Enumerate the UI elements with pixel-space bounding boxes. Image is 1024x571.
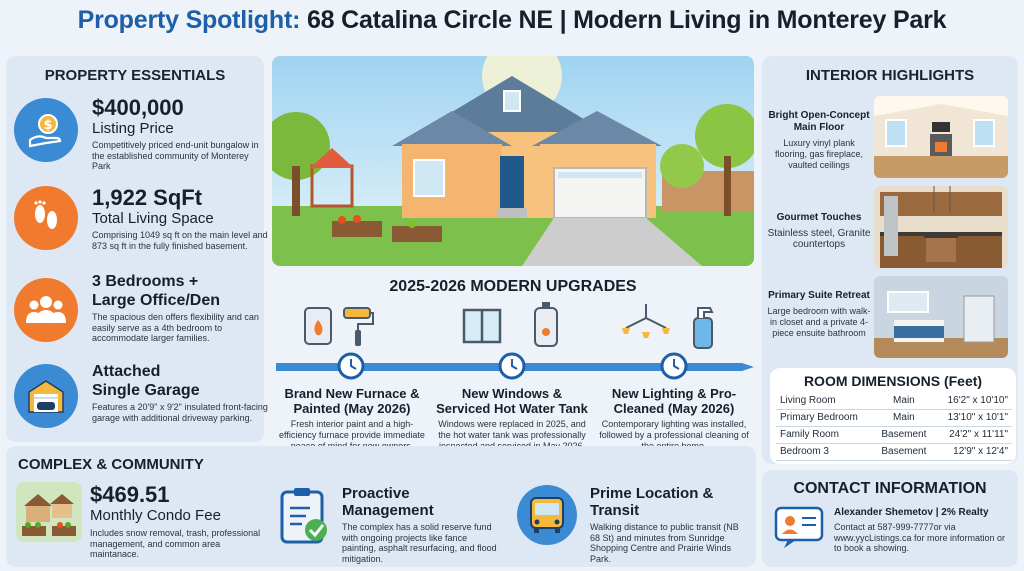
people-icon xyxy=(14,278,78,342)
upgrade-title: New Lighting & Pro-Cleaned (May 2026) xyxy=(611,386,737,416)
interior-title: Primary Suite Retreat xyxy=(768,290,870,301)
interior-title: Gourmet Touches xyxy=(776,212,862,223)
table-row: Bedroom 3 Basement 12'9" x 12'4" xyxy=(776,443,1012,461)
dollar-hand-icon: $ xyxy=(14,98,78,162)
size-label: Total Living Space xyxy=(92,210,214,227)
interior-desc: Luxury vinyl plank flooring, gas firepla… xyxy=(774,138,864,170)
condo-fee-value: $469.51 xyxy=(90,482,170,507)
community-heading: COMPLEX & COMMUNITY xyxy=(18,456,204,473)
size-desc: Comprising 1049 sq ft on the main level … xyxy=(92,230,268,251)
community-garden-icon xyxy=(16,482,82,547)
clipboard-check-icon xyxy=(276,486,332,549)
spray-bottle-icon xyxy=(690,302,716,355)
kitchen-image xyxy=(874,186,1008,268)
interior-desc: Large bedroom with walk-in closet and a … xyxy=(767,306,871,338)
essential-size: 1,922 SqFt Total Living Space Comprising… xyxy=(14,186,268,266)
paint-roller-icon xyxy=(340,304,376,353)
page-title: Property Spotlight: 68 Catalina Circle N… xyxy=(0,6,1024,35)
prime-location: Prime Location & Transit Walking distanc… xyxy=(590,485,750,564)
proactive-management: Proactive Management The complex has a s… xyxy=(342,485,502,564)
essential-price: $ $400,000 Listing Price Competitively p… xyxy=(14,96,264,176)
management-title: Proactive Management xyxy=(342,485,434,519)
garage-desc: Features a 20'9" x 9'2" insulated front-… xyxy=(92,402,268,423)
upgrade-title: New Windows & Serviced Hot Water Tank xyxy=(436,386,588,416)
contact-details: Contact at 587-999-7777or via www.yycLis… xyxy=(834,522,1006,553)
table-row: Primary Bedroom Main 13'10" x 10'1" xyxy=(776,409,1012,427)
upgrade-item-lighting: New Lighting & Pro-Cleaned (May 2026) Co… xyxy=(596,386,752,452)
management-desc: The complex has a solid reserve fund wit… xyxy=(342,522,497,564)
contact-name: Alexander Shemetov | 2% Realty xyxy=(834,507,989,518)
table-row: Family Room Basement 24'2" x 11'11" xyxy=(776,426,1012,444)
furnace-icon xyxy=(302,306,336,351)
clock-icon xyxy=(337,352,365,385)
upgrade-item-windows: New Windows & Serviced Hot Water Tank Wi… xyxy=(434,386,590,452)
contact-card-icon xyxy=(774,506,828,555)
bedrooms-desc: The spacious den offers flexibility and … xyxy=(92,312,259,343)
interior-desc: Stainless steel, Granite countertops xyxy=(767,228,871,250)
living-room-image xyxy=(874,96,1008,178)
bedroom-image xyxy=(874,276,1008,358)
essential-garage: Attached Single Garage Features a 20'9" … xyxy=(14,362,268,442)
condo-fee: $469.51 Monthly Condo Fee Includes snow … xyxy=(90,483,266,560)
clock-icon xyxy=(498,352,526,385)
interior-item-main-floor: Bright Open-Concept Main Floor Luxury vi… xyxy=(766,96,1012,180)
price-desc: Competitively priced end-unit bungalow i… xyxy=(92,140,259,171)
interior-title: Bright Open-Concept Main Floor xyxy=(768,110,870,133)
upgrades-heading: 2025-2026 MODERN UPGRADES xyxy=(389,278,637,295)
clock-icon xyxy=(660,352,688,385)
community-panel xyxy=(6,446,756,567)
house-illustration xyxy=(272,56,754,266)
garage-label: Single Garage xyxy=(92,382,200,399)
garage-icon xyxy=(14,364,78,428)
location-title: Prime Location & Transit xyxy=(590,485,714,519)
size-value: 1,922 SqFt xyxy=(92,185,203,210)
title-prefix: Property Spotlight: xyxy=(77,6,301,34)
footprints-icon xyxy=(14,186,78,250)
upgrade-item-furnace: Brand New Furnace & Painted (May 2026) F… xyxy=(274,386,430,452)
interior-item-primary-suite: Primary Suite Retreat Large bedroom with… xyxy=(766,276,1012,360)
bedrooms-value: 3 Bedrooms + xyxy=(92,273,199,290)
svg-text:$: $ xyxy=(43,118,52,133)
room-dimensions-table: Living Room Main 16'2" x 10'10" Primary Be… xyxy=(776,392,1012,461)
garage-value: Attached xyxy=(92,363,161,380)
essential-bedrooms: 3 Bedrooms + Large Office/Den The spacio… xyxy=(14,272,264,358)
title-rest: 68 Catalina Circle NE | Modern Living in… xyxy=(306,6,947,34)
table-row: Living Room Main 16'2" x 10'10" xyxy=(776,392,1012,410)
price-value: $400,000 xyxy=(92,95,184,120)
bus-icon xyxy=(516,484,578,551)
condo-fee-desc: Includes snow removal, trash, profession… xyxy=(90,528,261,559)
chandelier-icon xyxy=(622,304,670,347)
water-heater-icon xyxy=(532,302,560,355)
contact-heading: CONTACT INFORMATION xyxy=(793,480,987,497)
price-label: Listing Price xyxy=(92,120,174,137)
upgrade-title: Brand New Furnace & Painted (May 2026) xyxy=(284,386,420,416)
essentials-heading: PROPERTY ESSENTIALS xyxy=(44,67,226,84)
interior-item-kitchen: Gourmet Touches Stainless steel, Granite… xyxy=(766,186,1012,270)
bedrooms-label: Large Office/Den xyxy=(92,292,221,309)
interior-heading: INTERIOR HIGHLIGHTS xyxy=(805,67,975,84)
condo-fee-label: Monthly Condo Fee xyxy=(90,507,221,524)
location-desc: Walking distance to public transit (NB 6… xyxy=(590,522,739,564)
window-icon xyxy=(462,308,502,349)
dimensions-heading: ROOM DIMENSIONS (Feet) xyxy=(803,373,983,389)
